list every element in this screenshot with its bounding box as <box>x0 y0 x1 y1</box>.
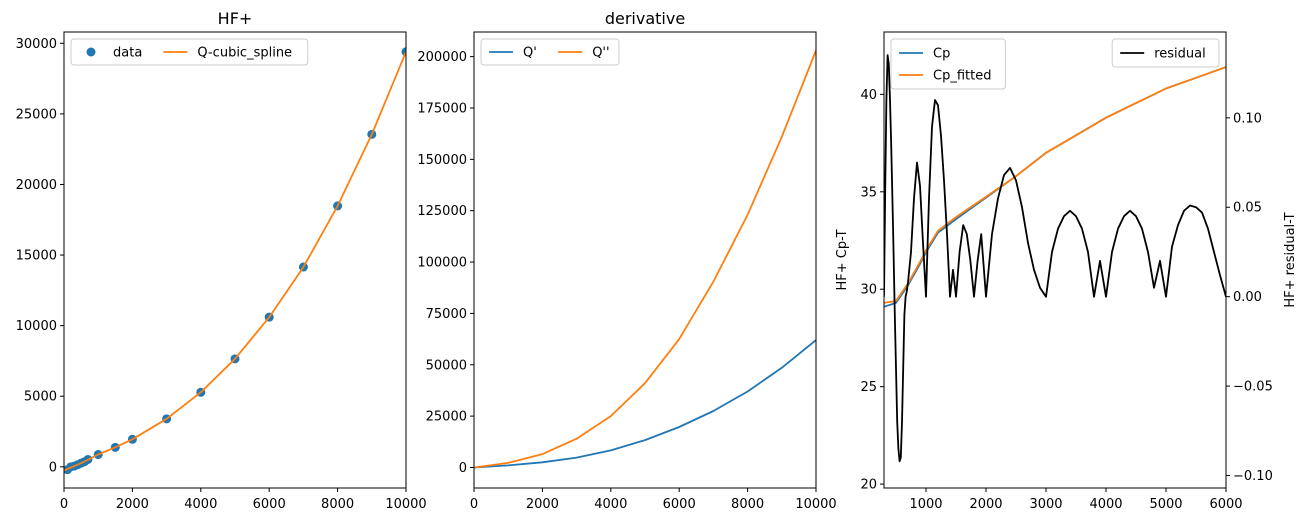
y-tick-label: 40 <box>860 88 877 103</box>
x-tick-label: 10000 <box>795 497 836 512</box>
y-tick-label: 10000 <box>16 319 57 334</box>
y-tick-label: 30 <box>860 283 877 298</box>
y-tick-label: 30000 <box>16 37 57 52</box>
series-line-q <box>474 50 816 469</box>
chart-title: HF+ <box>218 9 253 28</box>
y2-tick-label: −0.10 <box>1233 469 1273 484</box>
x-tick-label: 10000 <box>385 497 426 512</box>
x-tick-label: 4000 <box>1089 497 1122 512</box>
y-tick-label: 200000 <box>417 50 467 65</box>
x-tick-label: 4000 <box>184 497 217 512</box>
y2-axis-label: HF+ residual-T <box>1283 212 1298 307</box>
legend: Cp Cp_fitted <box>890 38 1006 90</box>
y-tick-label: 15000 <box>16 249 57 264</box>
y-tick-label: 175000 <box>417 102 467 117</box>
legend-right: residual <box>1111 38 1220 68</box>
y2-tick-label: 0.10 <box>1233 111 1262 126</box>
axes-frame <box>63 31 407 489</box>
y-tick-label: 25000 <box>426 410 467 425</box>
plot-area <box>884 54 1226 463</box>
series-data <box>64 47 406 475</box>
legend: Q' Q'' <box>480 38 620 66</box>
x-tick-label: 4000 <box>594 497 627 512</box>
y2-tick-label: −0.05 <box>1233 380 1273 395</box>
legend-label: Cp_fitted <box>933 69 991 84</box>
y-tick-label: 100000 <box>417 256 467 271</box>
y-tick-label: 20000 <box>16 178 57 193</box>
series-line-q-cubic-spline <box>64 51 406 472</box>
legend-frame <box>480 38 620 66</box>
x-tick-label: 0 <box>470 497 478 512</box>
x-tick-label: 6000 <box>1209 497 1242 512</box>
y-tick-label: 25000 <box>16 107 57 122</box>
y-tick-label: 5000 <box>24 390 57 405</box>
legend-label: data <box>113 46 142 61</box>
y-tick-label: 0 <box>49 460 57 475</box>
y-tick-label: 35 <box>860 185 877 200</box>
x-tick-label: 0 <box>60 497 68 512</box>
y-tick-label: 125000 <box>417 204 467 219</box>
chart-title: derivative <box>605 9 685 28</box>
legend-label: Q'' <box>592 46 609 61</box>
y2-tick-label: 0.00 <box>1233 290 1262 305</box>
series-line-residual <box>884 54 1226 463</box>
x-tick-label: 3000 <box>1029 497 1062 512</box>
x-tick-label: 8000 <box>321 497 354 512</box>
y-tick-label: 20 <box>860 478 877 493</box>
legend-marker <box>86 47 96 57</box>
legend: data Q-cubic_spline <box>70 38 309 66</box>
legend-frame <box>70 38 309 66</box>
legend-label: residual <box>1154 47 1206 62</box>
y-axis-label: HF+ Cp-T <box>835 229 850 290</box>
legend-label: Q' <box>523 46 537 61</box>
x-tick-label: 1000 <box>909 497 942 512</box>
axes-frame <box>473 31 817 489</box>
x-tick-label: 6000 <box>253 497 286 512</box>
y-tick-label: 0 <box>459 461 467 476</box>
x-tick-label: 8000 <box>731 497 764 512</box>
legend-label: Q-cubic_spline <box>197 46 292 61</box>
chart-3: 1000 2000 3000 4000 5000 6000 20 25 30 35 40 −0.10 −… <box>835 31 1298 512</box>
x-tick-label: 5000 <box>1149 497 1182 512</box>
series-line-q <box>474 339 816 469</box>
axes-frame <box>883 31 1227 489</box>
x-tick-label: 2000 <box>116 497 149 512</box>
chart-1: HF+ 0 2000 4000 6000 8000 10000 0 5000 10000 15000… <box>16 9 427 512</box>
x-tick-label: 2000 <box>969 497 1002 512</box>
x-tick-label: 6000 <box>663 497 696 512</box>
legend-frame <box>890 38 1006 90</box>
x-tick-label: 2000 <box>526 497 559 512</box>
y2-tick-label: 0.05 <box>1233 201 1262 216</box>
y-tick-label: 75000 <box>426 307 467 322</box>
y-tick-label: 25 <box>860 380 877 395</box>
plot-area <box>64 47 406 475</box>
plot-area <box>474 50 816 469</box>
legend-frame <box>1111 38 1220 68</box>
y-tick-label: 150000 <box>417 153 467 168</box>
y-tick-label: 50000 <box>426 358 467 373</box>
legend-label: Cp <box>933 47 950 62</box>
